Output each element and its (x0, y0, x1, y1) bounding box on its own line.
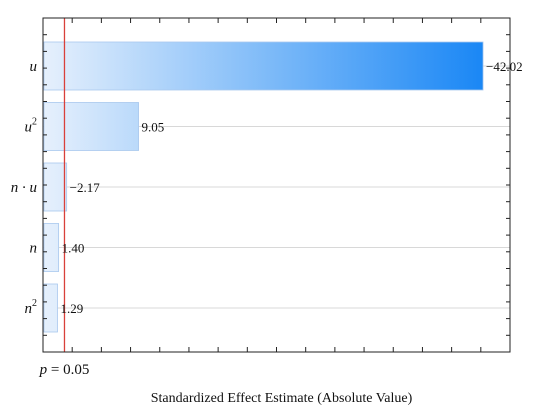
bar (43, 283, 58, 333)
category-label-superscript: 2 (32, 117, 37, 128)
bar (43, 102, 139, 151)
category-label: u2 (25, 117, 38, 136)
value-labels: −42.02 9.05 −2.17 1.40 1.29 (60, 59, 522, 316)
axis-ticks (42, 17, 511, 353)
reference-line-label-var: p (39, 362, 48, 378)
bar (43, 162, 68, 212)
bar (43, 41, 484, 91)
x-axis-label: Standardized Effect Estimate (Absolute V… (151, 391, 413, 406)
value-label: 9.05 (142, 120, 165, 135)
category-label-base: u (30, 59, 38, 75)
category-label-base: n · u (11, 180, 37, 196)
value-label: −42.02 (486, 59, 523, 74)
reference-line-label: p = 0.05 (39, 362, 90, 378)
category-label: n · u (11, 180, 37, 196)
category-label-base: n (30, 241, 38, 257)
bars (43, 41, 484, 333)
category-label: u (30, 59, 38, 75)
reference-line-label-rest: = 0.05 (47, 362, 89, 378)
value-label: 1.29 (60, 301, 83, 316)
category-label: n2 (25, 298, 38, 317)
category-label-base: n (25, 301, 33, 317)
category-label: n (30, 241, 38, 257)
value-label: −2.17 (70, 180, 101, 195)
category-label-superscript: 2 (32, 298, 37, 309)
category-label-base: u (25, 120, 33, 136)
value-label: 1.40 (62, 241, 85, 256)
bar (43, 223, 60, 272)
